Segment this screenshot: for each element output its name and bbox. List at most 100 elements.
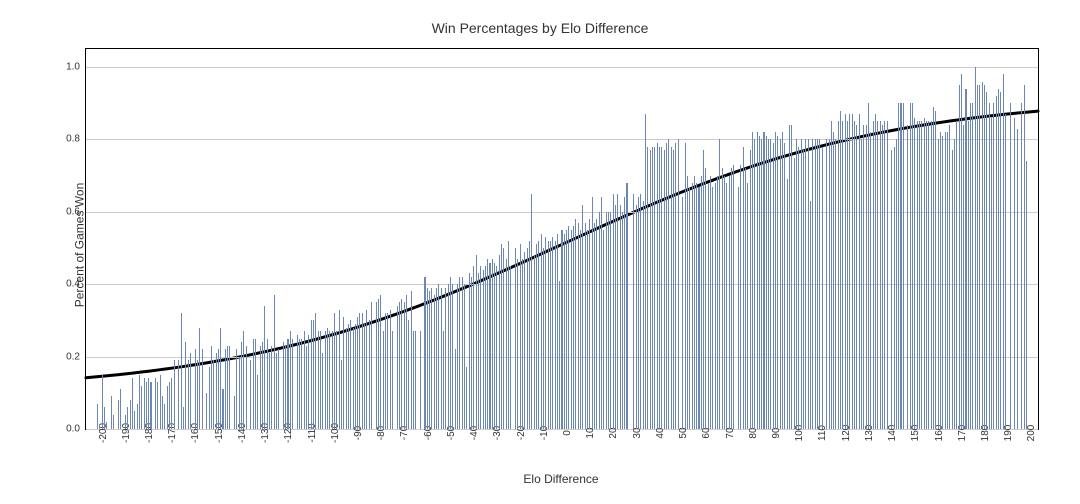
bar (353, 328, 354, 429)
bar (852, 114, 853, 429)
bar (961, 74, 962, 429)
bar (399, 302, 400, 429)
bar (339, 310, 340, 429)
bar (921, 121, 922, 429)
bar (907, 125, 908, 429)
bar (803, 150, 804, 429)
bar (812, 139, 813, 429)
bar (269, 353, 270, 429)
bar (685, 143, 686, 429)
bar (276, 353, 277, 429)
bar (626, 183, 627, 429)
bar (213, 360, 214, 429)
bar (113, 415, 114, 429)
bar (743, 147, 744, 429)
bar (692, 183, 693, 429)
bar (796, 139, 797, 429)
bar (682, 197, 683, 429)
bar (459, 277, 460, 429)
bar (935, 111, 936, 429)
bar (274, 295, 275, 429)
bar (476, 255, 477, 429)
bar (942, 136, 943, 429)
bar (917, 121, 918, 429)
bar (1014, 118, 1015, 429)
bar (993, 103, 994, 429)
bar (271, 346, 272, 429)
bar (473, 266, 474, 429)
bar (346, 328, 347, 429)
bar (299, 339, 300, 429)
bar (585, 223, 586, 429)
bar (501, 244, 502, 429)
bar (236, 349, 237, 429)
bar (287, 339, 288, 429)
bar (253, 339, 254, 429)
bar (260, 346, 261, 429)
bar (262, 342, 263, 429)
bar (787, 179, 788, 429)
bar (559, 281, 560, 429)
bar (541, 234, 542, 429)
bar (666, 143, 667, 429)
bar (144, 378, 145, 429)
bar (455, 349, 456, 429)
bar (355, 324, 356, 429)
bar (239, 357, 240, 429)
bar (304, 331, 305, 429)
bar (636, 205, 637, 429)
bar (910, 103, 911, 429)
bar (847, 121, 848, 429)
bar (197, 360, 198, 429)
x-tick-label: 40 (655, 427, 666, 438)
bar (782, 132, 783, 429)
x-tick-label: 30 (632, 427, 643, 438)
bar (343, 317, 344, 429)
bar (763, 132, 764, 429)
bar (794, 158, 795, 429)
bar (141, 386, 142, 429)
bar (120, 389, 121, 429)
bar (620, 205, 621, 429)
x-tick-label: 0 (562, 430, 573, 436)
bar (292, 339, 293, 429)
bar (589, 219, 590, 429)
bar (826, 139, 827, 429)
bar (991, 118, 992, 429)
bar (264, 306, 265, 429)
bar (949, 125, 950, 429)
bar (710, 176, 711, 429)
bar (856, 125, 857, 429)
bar (798, 147, 799, 429)
bar (250, 360, 251, 429)
bar (645, 114, 646, 429)
x-tick-label: 20 (608, 427, 619, 438)
bar (427, 288, 428, 429)
bar (503, 248, 504, 429)
bar (870, 132, 871, 429)
x-tick-label: 200 (1026, 425, 1037, 442)
bar (919, 121, 920, 429)
bar (181, 313, 182, 429)
bar (218, 349, 219, 429)
bar (638, 197, 639, 429)
bar (132, 378, 133, 429)
bar (397, 306, 398, 429)
bar (829, 139, 830, 429)
bar (457, 284, 458, 429)
bar (808, 139, 809, 429)
bar (464, 284, 465, 429)
bar (661, 147, 662, 429)
bar (1000, 92, 1001, 429)
y-tick-label: 0.0 (66, 424, 80, 435)
bar (185, 342, 186, 429)
bar (968, 121, 969, 429)
bar (178, 360, 179, 429)
bar (104, 407, 105, 429)
bar (724, 176, 725, 429)
bar (313, 320, 314, 429)
bar (527, 248, 528, 429)
bar (318, 331, 319, 429)
bar (366, 310, 367, 429)
bar (520, 244, 521, 429)
